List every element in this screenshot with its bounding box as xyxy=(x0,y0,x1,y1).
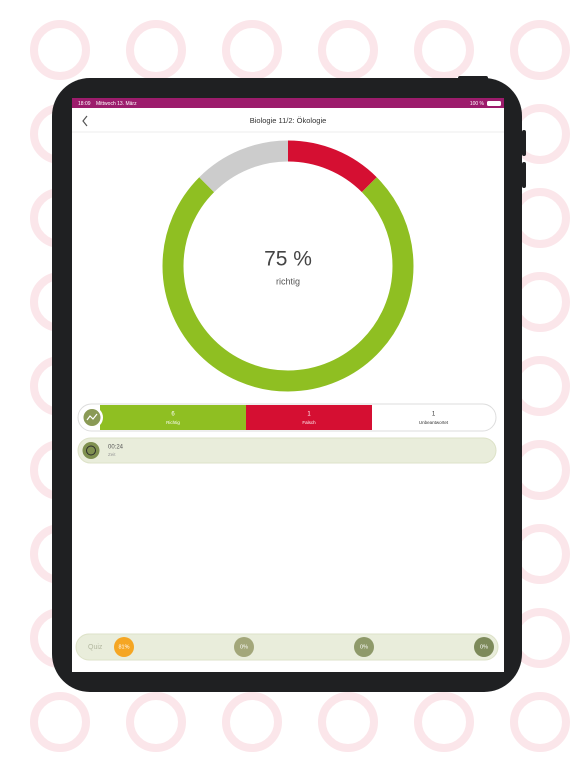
pattern-ring xyxy=(30,20,90,80)
button xyxy=(522,130,526,156)
donut xyxy=(162,140,414,392)
stat-value: 1 xyxy=(432,412,436,418)
pattern-ring xyxy=(414,20,474,80)
progress-bar xyxy=(75,633,499,661)
button xyxy=(522,162,526,188)
time-bar xyxy=(77,437,497,464)
progress-item[interactable] xyxy=(354,637,374,657)
donut-segment xyxy=(162,177,414,392)
donut-segment xyxy=(287,140,377,193)
progress-item-label: 0% xyxy=(480,644,488,650)
progress-item-label: 0% xyxy=(360,644,368,650)
stats: 6 Richtig 1 Falsch 1 Unbeantwortet xyxy=(100,405,495,430)
status-battery: 100 % xyxy=(470,101,485,107)
nav-bar xyxy=(72,108,504,132)
status-date: Mittwoch 13. März xyxy=(96,101,137,107)
stat-value: 1 xyxy=(307,412,311,418)
progress-label: Quiz xyxy=(88,644,103,651)
clock-icon xyxy=(82,442,100,459)
stat-label: Richtig xyxy=(166,420,180,425)
stat-label: Unbeantwortet xyxy=(419,420,449,425)
pattern-ring xyxy=(414,692,474,752)
pattern-ring xyxy=(222,692,282,752)
pattern-ring xyxy=(222,20,282,80)
nav-title: Biologie 11/2: Ökologie xyxy=(250,116,327,125)
clock-face xyxy=(86,445,96,456)
progress-items: 81% 0% 0% 0% xyxy=(114,637,494,657)
donut-segment xyxy=(199,140,289,193)
pattern-ring xyxy=(30,692,90,752)
pattern-ring xyxy=(126,692,186,752)
battery-icon xyxy=(487,101,501,106)
stat-value: 6 xyxy=(171,412,175,418)
pattern-ring xyxy=(510,692,570,752)
pattern-ring xyxy=(318,692,378,752)
progress-item[interactable] xyxy=(114,637,134,657)
pattern-ring xyxy=(510,20,570,80)
time-value: 00:24 xyxy=(108,445,124,451)
stat-segment xyxy=(100,405,246,430)
stat-label: Falsch xyxy=(302,420,316,425)
percent: 75 % xyxy=(264,248,312,271)
button xyxy=(458,76,488,80)
back-button[interactable] xyxy=(82,115,88,127)
progress-item-label: 81% xyxy=(118,644,129,650)
caption: richtig xyxy=(276,276,300,286)
stat-segment xyxy=(246,405,372,430)
pattern-ring xyxy=(318,20,378,80)
pattern-ring xyxy=(126,20,186,80)
stats-icon-glyph xyxy=(86,413,98,421)
progress-item-label: 0% xyxy=(240,644,248,650)
progress-item[interactable] xyxy=(474,637,494,657)
progress-item[interactable] xyxy=(234,637,254,657)
stat-segment xyxy=(372,405,495,430)
time-label: Zeit xyxy=(108,452,116,457)
status-bar xyxy=(72,98,504,108)
status-time: 18:09 xyxy=(78,101,91,107)
